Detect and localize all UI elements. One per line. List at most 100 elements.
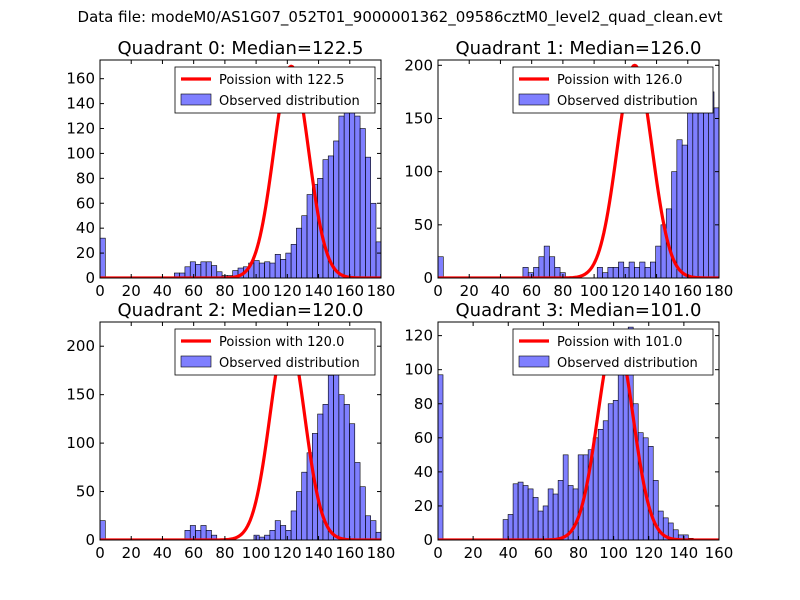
x-tick-label: 40 — [153, 544, 172, 562]
histogram-bar — [354, 462, 361, 540]
histogram-bar — [354, 115, 361, 278]
histogram-bar — [392, 267, 397, 278]
poisson-curve — [438, 63, 719, 278]
histogram-bar — [274, 520, 281, 540]
y-tick-label: 200 — [66, 337, 95, 355]
histogram-bar — [333, 140, 340, 278]
histogram-bar — [537, 510, 544, 540]
x-tick-label: 80 — [215, 282, 234, 300]
histogram-bar — [322, 159, 329, 278]
histogram-bars — [100, 365, 386, 540]
histogram-bar — [592, 437, 599, 540]
y-tick-label: 160 — [66, 70, 95, 88]
histogram-bar — [682, 534, 689, 540]
axes-frame — [99, 59, 382, 279]
histogram-bar — [730, 204, 735, 278]
histogram-bar — [647, 446, 654, 540]
histogram-bar — [617, 352, 624, 540]
x-tick-label: 20 — [460, 282, 479, 300]
histogram-bar — [572, 488, 579, 540]
y-tick-label: 60 — [76, 194, 95, 212]
histogram-bar — [607, 403, 614, 540]
histogram-bar — [676, 139, 683, 278]
x-tick-label: 80 — [215, 544, 234, 562]
subplot-quadrant-2: 0 20 40 60 80 100 120 140 160 180050100150200Quad… — [66, 300, 395, 562]
histogram-bar — [317, 413, 324, 540]
legend-bar-swatch — [518, 93, 550, 106]
histogram-bar — [725, 150, 730, 278]
x-tick-label: 40 — [499, 544, 518, 562]
histogram-bar — [381, 533, 386, 540]
histogram-bar — [365, 156, 371, 278]
legend-label-poisson: Poission with 120.0 — [219, 335, 344, 350]
histogram-bar — [301, 215, 308, 278]
y-tick-label: 120 — [404, 327, 433, 345]
y-tick-label: 150 — [66, 386, 95, 404]
histogram-bar — [306, 194, 313, 278]
histogram-bar — [719, 140, 724, 278]
histogram-bar — [195, 263, 202, 278]
histogram-bar — [628, 261, 635, 278]
histogram-bar — [602, 272, 609, 278]
histogram-bar — [269, 530, 276, 540]
histogram-bar — [333, 365, 340, 540]
histogram-bar — [652, 480, 659, 540]
x-tick-label: 180 — [367, 544, 396, 562]
x-tick-label: 20 — [464, 544, 483, 562]
histogram-bar — [623, 267, 630, 278]
x-tick-label: 160 — [705, 544, 734, 562]
histogram-bar — [512, 483, 519, 540]
histogram-bar — [403, 272, 408, 278]
histogram-bar — [639, 261, 646, 278]
histogram-bar — [762, 273, 767, 278]
histogram-bar — [557, 480, 564, 540]
histogram-bar — [634, 267, 640, 278]
y-tick-label: 0 — [85, 531, 95, 549]
legend-label-observed: Observed distribution — [557, 94, 698, 109]
subplot-quadrant-1: 0 20 40 60 80 100 120 140 160 180050100150200Quad… — [404, 38, 767, 300]
x-tick-label: 0 — [95, 282, 105, 300]
histogram-bar — [338, 394, 345, 540]
histogram-bar — [542, 505, 549, 540]
legend-box — [174, 66, 376, 114]
histogram-bar — [655, 245, 662, 278]
histogram-bar — [296, 227, 302, 278]
legend-box — [174, 328, 376, 376]
legend-label-observed: Observed distribution — [219, 94, 360, 109]
x-tick-label: 160 — [335, 282, 364, 300]
histogram-bar — [543, 245, 550, 278]
x-tick-label: 180 — [367, 282, 396, 300]
histogram-bar — [327, 374, 334, 540]
legend: Poission with 122.5 Observed distribution — [174, 66, 376, 114]
x-tick-label: 40 — [491, 282, 510, 300]
histogram-bars — [438, 80, 767, 278]
histogram-bar — [370, 202, 377, 278]
x-tick-label: 60 — [522, 282, 541, 300]
histogram-bar — [522, 485, 529, 540]
legend-label-poisson: Poission with 122.5 — [219, 73, 344, 88]
histogram-bar — [697, 86, 704, 278]
legend: Poission with 101.0 Observed distribution — [512, 328, 714, 376]
histogram-bar — [735, 230, 740, 278]
histogram-bar — [618, 261, 625, 278]
y-tick-label: 60 — [414, 429, 433, 447]
legend-label-poisson: Poission with 101.0 — [557, 335, 682, 350]
y-tick-label: 100 — [66, 434, 95, 452]
legend-bar-swatch — [180, 93, 212, 106]
histogram-bar — [751, 262, 756, 278]
histogram-bar — [538, 256, 545, 278]
histogram-bar — [211, 534, 218, 540]
figure-title: Data file: modeM0/AS1G07_052T01_90000013… — [77, 8, 723, 26]
histogram-bar — [359, 128, 366, 278]
histogram-bar — [596, 267, 603, 278]
y-tick-label: 80 — [414, 395, 433, 413]
histogram-bar — [290, 510, 297, 540]
y-tick-label: 140 — [66, 95, 95, 113]
legend-bar-swatch — [180, 355, 212, 368]
histogram-bar — [547, 488, 554, 540]
histogram-bar — [381, 242, 386, 278]
histogram-bar — [370, 520, 377, 540]
x-tick-label: 20 — [122, 544, 141, 562]
histogram-bar — [264, 534, 271, 540]
y-tick-label: 20 — [414, 497, 433, 515]
